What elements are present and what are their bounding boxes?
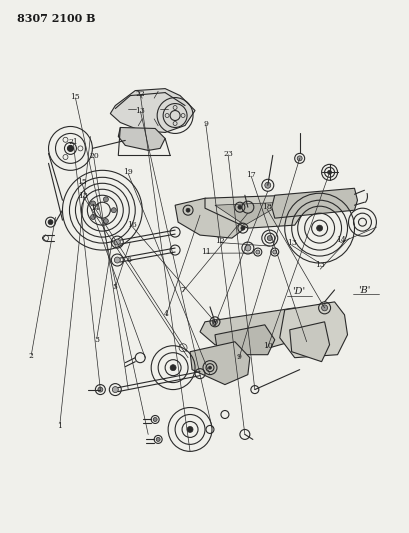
- Circle shape: [103, 197, 108, 202]
- Polygon shape: [204, 195, 304, 228]
- Polygon shape: [279, 302, 347, 358]
- Text: 9: 9: [236, 353, 241, 361]
- Text: 13: 13: [78, 192, 88, 200]
- Polygon shape: [200, 308, 309, 348]
- Text: 18: 18: [262, 203, 271, 211]
- Circle shape: [208, 366, 211, 369]
- Circle shape: [264, 182, 270, 188]
- Circle shape: [153, 417, 157, 422]
- Circle shape: [212, 319, 217, 324]
- Text: 12: 12: [215, 237, 225, 245]
- Text: 20: 20: [89, 152, 99, 160]
- Text: 14: 14: [90, 204, 100, 212]
- Circle shape: [321, 305, 327, 311]
- Polygon shape: [110, 88, 195, 133]
- Text: 2: 2: [29, 352, 34, 360]
- Text: 8307 2100 B: 8307 2100 B: [17, 13, 95, 23]
- Circle shape: [111, 208, 116, 213]
- Circle shape: [114, 257, 120, 263]
- Text: 15: 15: [70, 93, 80, 101]
- Circle shape: [156, 438, 160, 441]
- Circle shape: [67, 146, 73, 151]
- Circle shape: [327, 171, 331, 174]
- Polygon shape: [175, 198, 247, 238]
- Text: 11: 11: [200, 248, 210, 256]
- Text: 21: 21: [68, 138, 78, 146]
- Text: 3: 3: [94, 336, 99, 344]
- Circle shape: [272, 250, 276, 254]
- Text: 16: 16: [127, 221, 137, 229]
- Text: 14: 14: [335, 236, 345, 244]
- Circle shape: [98, 387, 103, 392]
- Circle shape: [48, 220, 53, 224]
- Text: 15: 15: [76, 177, 86, 185]
- Text: 5: 5: [112, 282, 117, 290]
- Circle shape: [237, 205, 241, 209]
- Circle shape: [103, 219, 108, 223]
- Circle shape: [267, 236, 272, 240]
- Polygon shape: [214, 202, 284, 225]
- Circle shape: [240, 226, 244, 230]
- Text: 1: 1: [57, 422, 62, 430]
- Text: 4: 4: [163, 310, 168, 318]
- Text: 9: 9: [203, 120, 208, 128]
- Circle shape: [170, 365, 176, 370]
- Polygon shape: [289, 322, 329, 362]
- Text: 'D': 'D': [292, 287, 305, 296]
- Circle shape: [90, 201, 95, 206]
- Text: 13: 13: [286, 239, 296, 247]
- Circle shape: [244, 245, 250, 251]
- Circle shape: [255, 250, 259, 254]
- Text: 7: 7: [180, 286, 184, 294]
- Text: 'B': 'B': [357, 286, 370, 295]
- Circle shape: [112, 386, 118, 393]
- Text: 10: 10: [262, 342, 272, 350]
- Circle shape: [297, 156, 301, 161]
- Polygon shape: [190, 342, 249, 385]
- Text: 23: 23: [223, 150, 233, 158]
- Text: 19: 19: [123, 168, 133, 176]
- Circle shape: [316, 225, 322, 231]
- Circle shape: [114, 239, 120, 245]
- Polygon shape: [118, 127, 165, 150]
- Text: 22: 22: [135, 90, 145, 98]
- Text: 17: 17: [246, 171, 256, 179]
- Polygon shape: [214, 325, 274, 354]
- Circle shape: [186, 208, 190, 212]
- Circle shape: [187, 426, 193, 432]
- Polygon shape: [271, 188, 357, 218]
- Circle shape: [90, 214, 95, 220]
- Text: 13: 13: [315, 262, 324, 270]
- Text: 8: 8: [211, 320, 216, 328]
- Text: 13: 13: [135, 107, 145, 115]
- Text: 6: 6: [127, 256, 132, 264]
